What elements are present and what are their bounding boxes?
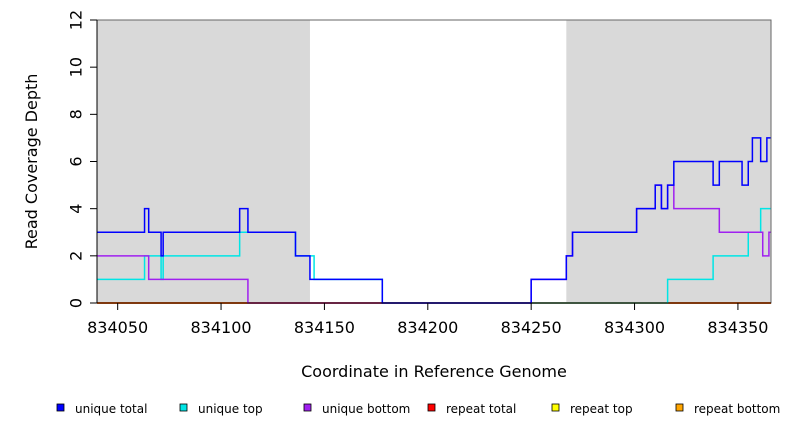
legend-label: repeat bottom (694, 402, 780, 416)
legend-label: unique total (75, 402, 147, 416)
series-unique-total (97, 137, 771, 304)
y-tick-label: 4 (67, 204, 86, 214)
shaded-region-1 (97, 20, 310, 303)
y-tick-label: 6 (67, 156, 86, 166)
x-tick-label: 834250 (501, 318, 562, 337)
y-tick-label: 12 (67, 10, 86, 30)
shaded-regions (97, 20, 771, 303)
legend-swatch (179, 403, 188, 412)
x-tick-label: 834350 (707, 318, 768, 337)
x-tick-label: 834050 (87, 318, 148, 337)
y-tick-label: 10 (67, 57, 86, 77)
y-tick-label: 0 (67, 298, 86, 308)
legend-swatch (427, 403, 436, 412)
legend-swatch (551, 403, 560, 412)
y-tick-label: 8 (67, 109, 86, 119)
x-tick-label: 834150 (294, 318, 355, 337)
legend-swatch (303, 403, 312, 412)
legend-swatch (56, 403, 65, 412)
x-tick-label: 834300 (604, 318, 665, 337)
legend-swatch (675, 403, 684, 412)
legend: unique total unique top unique bottom repea… (56, 402, 780, 416)
x-tick-label: 834100 (191, 318, 252, 337)
y-axis-title: Read Coverage Depth (22, 74, 41, 250)
legend-label: repeat top (570, 402, 633, 416)
legend-label: unique bottom (322, 402, 410, 416)
legend-label: repeat total (446, 402, 516, 416)
y-tick-label: 2 (67, 251, 86, 261)
x-axis-title: Coordinate in Reference Genome (301, 362, 567, 381)
legend-label: unique top (198, 402, 263, 416)
series-unique-top (97, 207, 771, 304)
x-tick-label: 834200 (397, 318, 458, 337)
axes: 0 2 4 6 8 10 12 834050 834100 834150 834200 834250 8… (67, 10, 771, 337)
